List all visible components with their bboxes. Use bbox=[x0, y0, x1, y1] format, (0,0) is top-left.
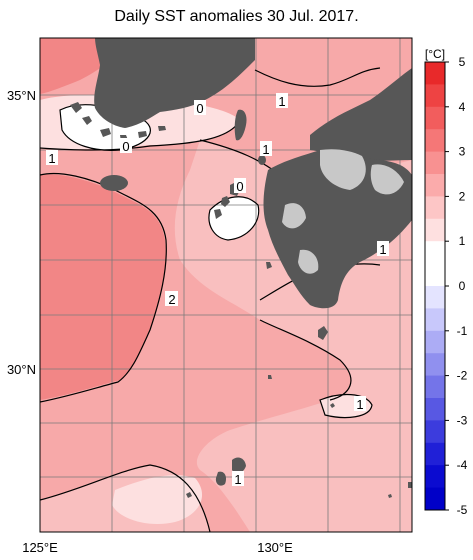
colorbar-swatch bbox=[425, 218, 445, 242]
colorbar-swatch bbox=[425, 174, 445, 197]
contour-label: 1 bbox=[377, 241, 389, 257]
svg-text:1: 1 bbox=[278, 94, 285, 109]
colorbar-swatch bbox=[425, 106, 445, 130]
colorbar-swatches bbox=[425, 62, 445, 511]
contour-label: 0 bbox=[234, 178, 246, 194]
colorbar-swatch bbox=[425, 263, 445, 287]
land-tanegashima bbox=[232, 457, 246, 474]
colorbar-tick-label: 1 bbox=[459, 234, 466, 248]
colorbar: [°C] 5 4 3 2 1 0 -1 -2 -3 -4 -5 bbox=[424, 47, 468, 517]
sea-2-region bbox=[40, 174, 166, 400]
colorbar-swatch bbox=[425, 442, 445, 466]
svg-text:0: 0 bbox=[122, 139, 129, 154]
svg-text:1: 1 bbox=[48, 151, 55, 166]
colorbar-swatch bbox=[425, 84, 445, 108]
colorbar-swatch bbox=[425, 241, 445, 265]
land-yakushima bbox=[215, 471, 227, 486]
contour-label: 1 bbox=[260, 141, 272, 157]
colorbar-swatch bbox=[425, 420, 445, 444]
colorbar-tick-label: -5 bbox=[457, 503, 468, 517]
map-title: Daily SST anomalies 30 Jul. 2017. bbox=[114, 8, 359, 25]
plot-area bbox=[40, 38, 412, 532]
colorbar-tick-label: -4 bbox=[457, 458, 468, 472]
lat-label-30n: 30°N bbox=[7, 362, 36, 377]
colorbar-swatch bbox=[425, 308, 445, 332]
svg-text:1: 1 bbox=[262, 142, 269, 157]
colorbar-tick-label: 0 bbox=[459, 279, 466, 293]
contour-label: 1 bbox=[354, 396, 366, 412]
colorbar-labels: 5 4 3 2 1 0 -1 -2 -3 -4 -5 bbox=[445, 55, 468, 517]
contour-label: 2 bbox=[165, 291, 178, 307]
land-kyushu-inland bbox=[282, 149, 404, 274]
land-iki bbox=[258, 155, 266, 165]
colorbar-tick-label: 4 bbox=[459, 100, 466, 114]
colorbar-tick-label: -1 bbox=[457, 324, 468, 338]
land-korea bbox=[94, 38, 255, 128]
land-small-islands bbox=[266, 262, 412, 498]
land-honshu bbox=[310, 68, 412, 161]
lon-label-130e: 130°E bbox=[257, 540, 293, 555]
land-islet-south bbox=[186, 492, 192, 498]
svg-text:2: 2 bbox=[168, 292, 175, 307]
colorbar-swatch bbox=[425, 330, 445, 354]
plot-frame bbox=[39, 37, 413, 533]
colorbar-tick-label: 5 bbox=[459, 55, 466, 69]
svg-text:0: 0 bbox=[196, 101, 203, 116]
contour-labels: 1 1 1 1 0 0 0 2 bbox=[46, 93, 389, 487]
contour-label: 1 bbox=[276, 93, 288, 109]
colorbar-swatch bbox=[425, 353, 445, 377]
land-jeju bbox=[100, 175, 128, 191]
colorbar-swatch bbox=[425, 151, 445, 175]
colorbar-swatch bbox=[425, 286, 445, 309]
contour-label: 1 bbox=[46, 150, 58, 166]
colorbar-swatch bbox=[425, 129, 445, 153]
sea-0-5-patch-south bbox=[112, 475, 203, 525]
lon-label-125e: 125°E bbox=[22, 540, 58, 555]
axis-labels: 35°N 30°N 125°E 130°E bbox=[7, 88, 293, 555]
colorbar-tick-label: -2 bbox=[457, 369, 468, 383]
svg-text:0: 0 bbox=[236, 179, 243, 194]
contour-label: 0 bbox=[120, 138, 132, 154]
colorbar-tick-label: -3 bbox=[457, 413, 468, 427]
contour-label: 0 bbox=[194, 100, 206, 116]
svg-text:1: 1 bbox=[379, 242, 386, 257]
colorbar-tick-label: 2 bbox=[459, 189, 466, 203]
contour-label: 1 bbox=[232, 471, 244, 487]
colorbar-swatch bbox=[425, 375, 445, 399]
colorbar-swatch bbox=[425, 487, 445, 511]
colorbar-unit: [°C] bbox=[425, 47, 445, 61]
svg-text:1: 1 bbox=[356, 397, 363, 412]
sea-0-region-west-kyushu bbox=[208, 196, 259, 240]
lat-label-35n: 35°N bbox=[7, 88, 36, 103]
colorbar-swatch bbox=[425, 62, 445, 85]
colorbar-swatch bbox=[425, 196, 445, 220]
land-tsushima bbox=[234, 109, 247, 141]
colorbar-swatch bbox=[425, 465, 445, 489]
svg-text:1: 1 bbox=[234, 472, 241, 487]
colorbar-tick-label: 3 bbox=[459, 145, 466, 159]
colorbar-swatch bbox=[425, 398, 445, 421]
